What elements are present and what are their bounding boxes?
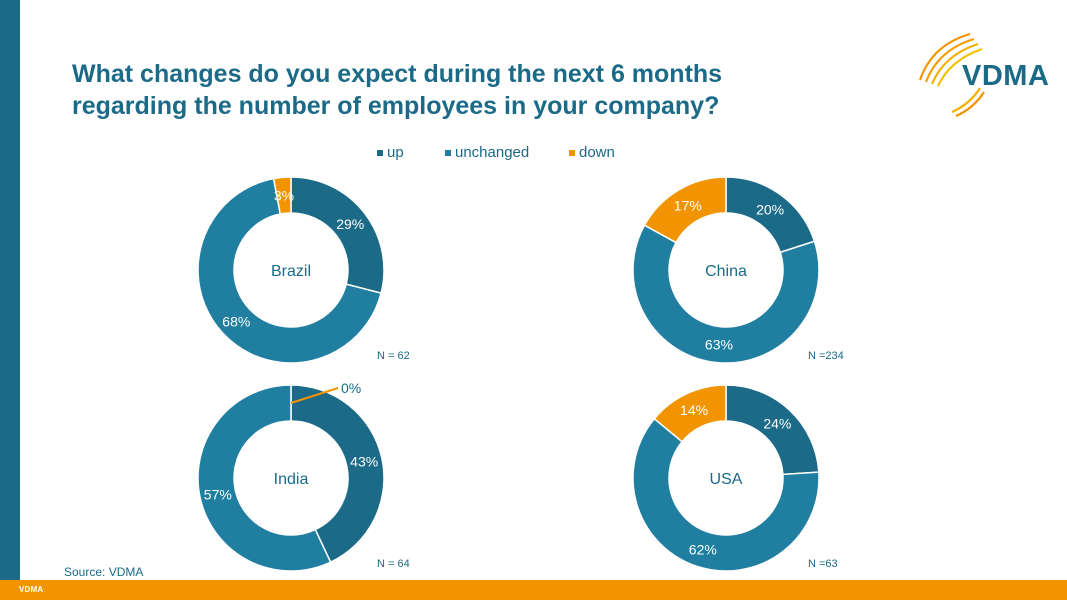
- left-accent-bar: [0, 0, 20, 580]
- data-label-brazil-up: 29%: [336, 216, 364, 232]
- title-line-1: What changes do you expect during the ne…: [72, 60, 723, 88]
- logo-text: VDMA: [962, 60, 1050, 92]
- source-note: Source: VDMA: [64, 565, 144, 579]
- data-label-china-unchanged: 63%: [705, 337, 733, 353]
- chart-title-india: India: [274, 471, 309, 488]
- footer-logo-text: VDMA: [19, 585, 44, 594]
- bottom-accent-bar: [0, 580, 1067, 600]
- sample-size-india: N = 64: [377, 558, 410, 570]
- donut-slice-brazil-unchanged: [197, 177, 382, 364]
- page-title: What changes do you expect during the ne…: [72, 58, 832, 122]
- sample-size-china: N =234: [808, 350, 844, 362]
- donut-charts: 29% 68% 3% Brazil N = 62 20% 63% 17% China N =234…: [197, 176, 844, 572]
- donut-slice-brazil-down: [272, 176, 292, 215]
- data-label-brazil-down: 3%: [274, 187, 294, 203]
- donut-slice-china-unchanged: [632, 224, 820, 364]
- sample-size-brazil: N = 62: [377, 350, 410, 362]
- data-label-brazil-unchanged: 68%: [222, 313, 250, 329]
- data-label-india-up: 43%: [350, 454, 378, 470]
- legend-label-up: up: [387, 144, 404, 161]
- data-label-usa-unchanged: 62%: [689, 541, 717, 557]
- vdma-logo-icon: [918, 32, 985, 118]
- data-label-india-down: 0%: [341, 380, 361, 396]
- legend-label-down: down: [579, 144, 615, 161]
- legend-swatch-up: [377, 150, 383, 156]
- donut-slice-usa-down: [653, 384, 727, 443]
- title-line-2: regarding the number of employees in you…: [72, 92, 720, 120]
- data-label-china-up: 20%: [756, 201, 784, 217]
- data-label-usa-up: 24%: [763, 415, 791, 431]
- donut-slice-india-unchanged: [197, 384, 332, 572]
- chart-title-china: China: [705, 263, 747, 280]
- data-label-india-unchanged: 57%: [204, 486, 232, 502]
- leader-line-india-down: [290, 387, 339, 404]
- donut-slice-usa-unchanged: [632, 417, 820, 572]
- chart-title-brazil: Brazil: [271, 263, 311, 280]
- sample-size-usa: N =63: [808, 558, 838, 570]
- legend-swatch-unchanged: [445, 150, 451, 156]
- legend-label-unchanged: unchanged: [455, 144, 530, 161]
- legend-swatch-down: [569, 150, 575, 156]
- data-label-china-down: 17%: [674, 197, 702, 213]
- donut-slice-india-up: [290, 384, 385, 564]
- chart-title-usa: USA: [710, 471, 743, 488]
- data-label-usa-down: 14%: [680, 402, 708, 418]
- donut-slice-china-down: [643, 176, 727, 244]
- donut-slice-brazil-up: [290, 176, 385, 295]
